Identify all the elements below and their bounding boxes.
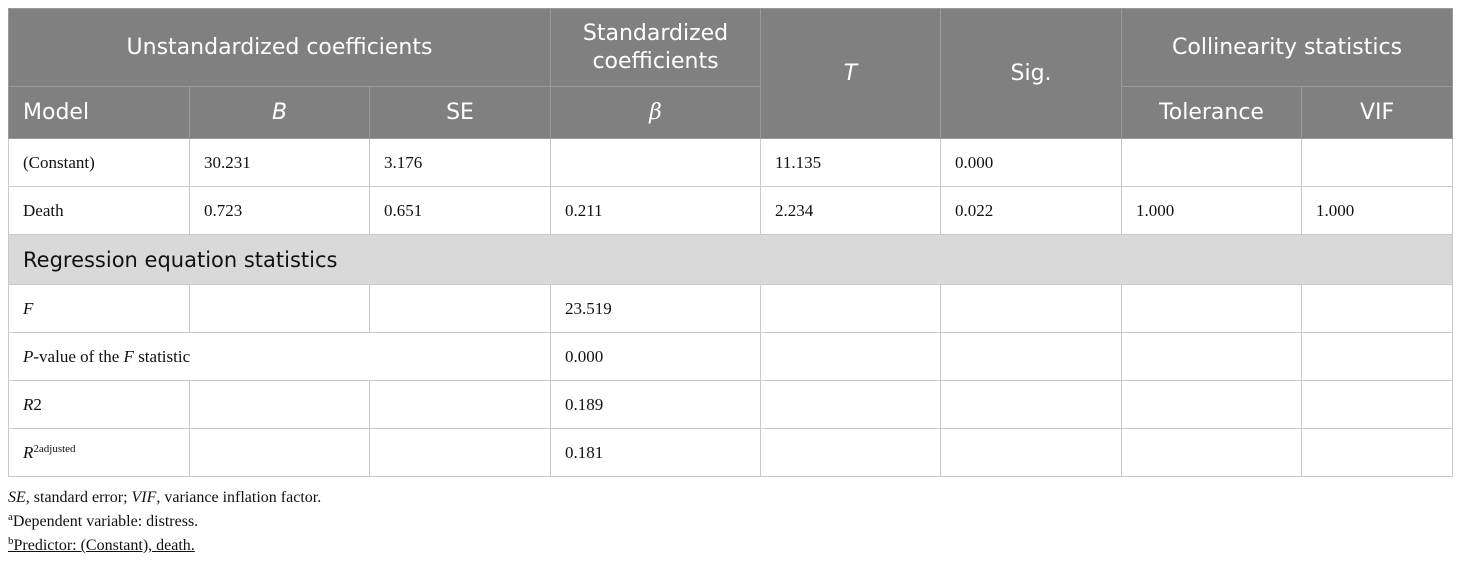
cell: [189, 380, 370, 429]
stat-label: 2: [33, 394, 42, 414]
cell: [1121, 332, 1303, 381]
footnote-marker: b: [8, 535, 14, 547]
data-row: Death 0.723 0.651 0.211 2.234 0.022 1.00…: [8, 186, 1454, 235]
stat-label: F: [23, 298, 34, 318]
cell: 23.519: [550, 284, 762, 333]
cell: [1301, 332, 1454, 381]
footnote: bPredictor: (Constant), death.: [8, 534, 321, 558]
regression-table: Unstandardized coefficients Standardized…: [7, 8, 1454, 477]
cell: [1301, 138, 1454, 187]
cell: P-value of the F statistic: [7, 332, 552, 381]
cell: 1.000: [1121, 186, 1303, 235]
footnote-text: Predictor: (Constant), death.: [13, 537, 195, 554]
cell: [1121, 138, 1303, 187]
data-row: (Constant) 30.231 3.176 11.135 0.000: [8, 138, 1454, 187]
header-row: Model B SE β Tolerance VIF: [8, 86, 1454, 139]
cell: [368, 380, 552, 429]
footnote-text: SE: [8, 489, 26, 506]
cell: [760, 284, 942, 333]
cell: [1301, 380, 1454, 429]
footnotes: SE, standard error; VIF, variance inflat…: [8, 486, 321, 558]
cell: 30.231: [189, 138, 370, 187]
cell: [760, 428, 942, 477]
cell: 0.189: [550, 380, 762, 429]
cell: [368, 284, 552, 333]
cell: 1.000: [1301, 186, 1454, 235]
stat-label: 2adjusted: [33, 442, 76, 455]
stat-row: F 23.519: [8, 284, 1454, 333]
cell: 2.234: [760, 186, 942, 235]
cell: 0.723: [189, 186, 370, 235]
header-cell: B: [189, 86, 370, 139]
cell: 0.181: [550, 428, 762, 477]
cell: R2adjusted: [8, 428, 190, 477]
stat-label: -value of the: [33, 346, 124, 366]
header-cell: Model: [8, 86, 190, 139]
cell: [368, 428, 552, 477]
cell: [1301, 284, 1454, 333]
cell: R2: [8, 380, 190, 429]
stat-label: F: [123, 346, 134, 366]
footnote: aDependent variable: distress.: [8, 510, 321, 534]
cell: [940, 284, 1123, 333]
section-cell: Regression equation statistics: [7, 234, 1454, 285]
stat-label: P: [23, 346, 34, 366]
footnote-text: Dependent variable: distress.: [12, 513, 199, 530]
cell: [940, 332, 1123, 381]
cell: [550, 138, 762, 187]
cell: [940, 428, 1123, 477]
footnote-text: VIF: [131, 489, 157, 506]
stat-label: statistic: [133, 346, 191, 366]
cell: 3.176: [368, 138, 552, 187]
stat-label: R: [23, 394, 34, 414]
cell: 0.211: [550, 186, 762, 235]
section-row: Regression equation statistics: [7, 234, 1454, 285]
cell: [189, 428, 370, 477]
cell: [760, 332, 942, 381]
cell: (Constant): [8, 138, 190, 187]
header-cell: T: [760, 8, 942, 139]
cell: F: [8, 284, 190, 333]
cell: [1121, 428, 1303, 477]
stat-label: R: [23, 442, 34, 462]
stat-row: R2adjusted 0.181: [8, 428, 1454, 477]
cell: 0.000: [940, 138, 1123, 187]
header-cell: Unstandardized coefficients: [7, 8, 552, 87]
header-text: B: [271, 100, 288, 125]
header-text: β: [649, 100, 662, 125]
header-row: Unstandardized coefficients Standardized…: [7, 8, 1454, 139]
header-cell: Tolerance: [1121, 86, 1303, 139]
header-cell: VIF: [1301, 86, 1454, 139]
cell: 0.022: [940, 186, 1123, 235]
cell: Death: [8, 186, 190, 235]
cell: [940, 380, 1123, 429]
cell: [760, 380, 942, 429]
header-cell: SE: [368, 86, 552, 139]
header-cell: β: [550, 86, 762, 139]
cell: 11.135: [760, 138, 942, 187]
footnote-text: , standard error;: [25, 489, 132, 506]
header-cell: Sig.: [940, 8, 1123, 139]
cell: [1301, 428, 1454, 477]
footnote: SE, standard error; VIF, variance inflat…: [8, 486, 321, 510]
cell: 0.651: [368, 186, 552, 235]
stat-row: P-value of the F statistic 0.000: [7, 332, 1454, 381]
stat-row: R2 0.189: [8, 380, 1454, 429]
cell: 0.000: [550, 332, 762, 381]
cell: [1121, 284, 1303, 333]
cell: [1121, 380, 1303, 429]
header-cell: Collinearity statistics: [1121, 8, 1454, 87]
header-cell: Standardized coefficients: [550, 8, 762, 87]
footnote-text: , variance inflation factor.: [156, 489, 322, 506]
cell: [189, 284, 370, 333]
footnote-marker: a: [8, 511, 13, 523]
header-text: T: [843, 60, 858, 86]
